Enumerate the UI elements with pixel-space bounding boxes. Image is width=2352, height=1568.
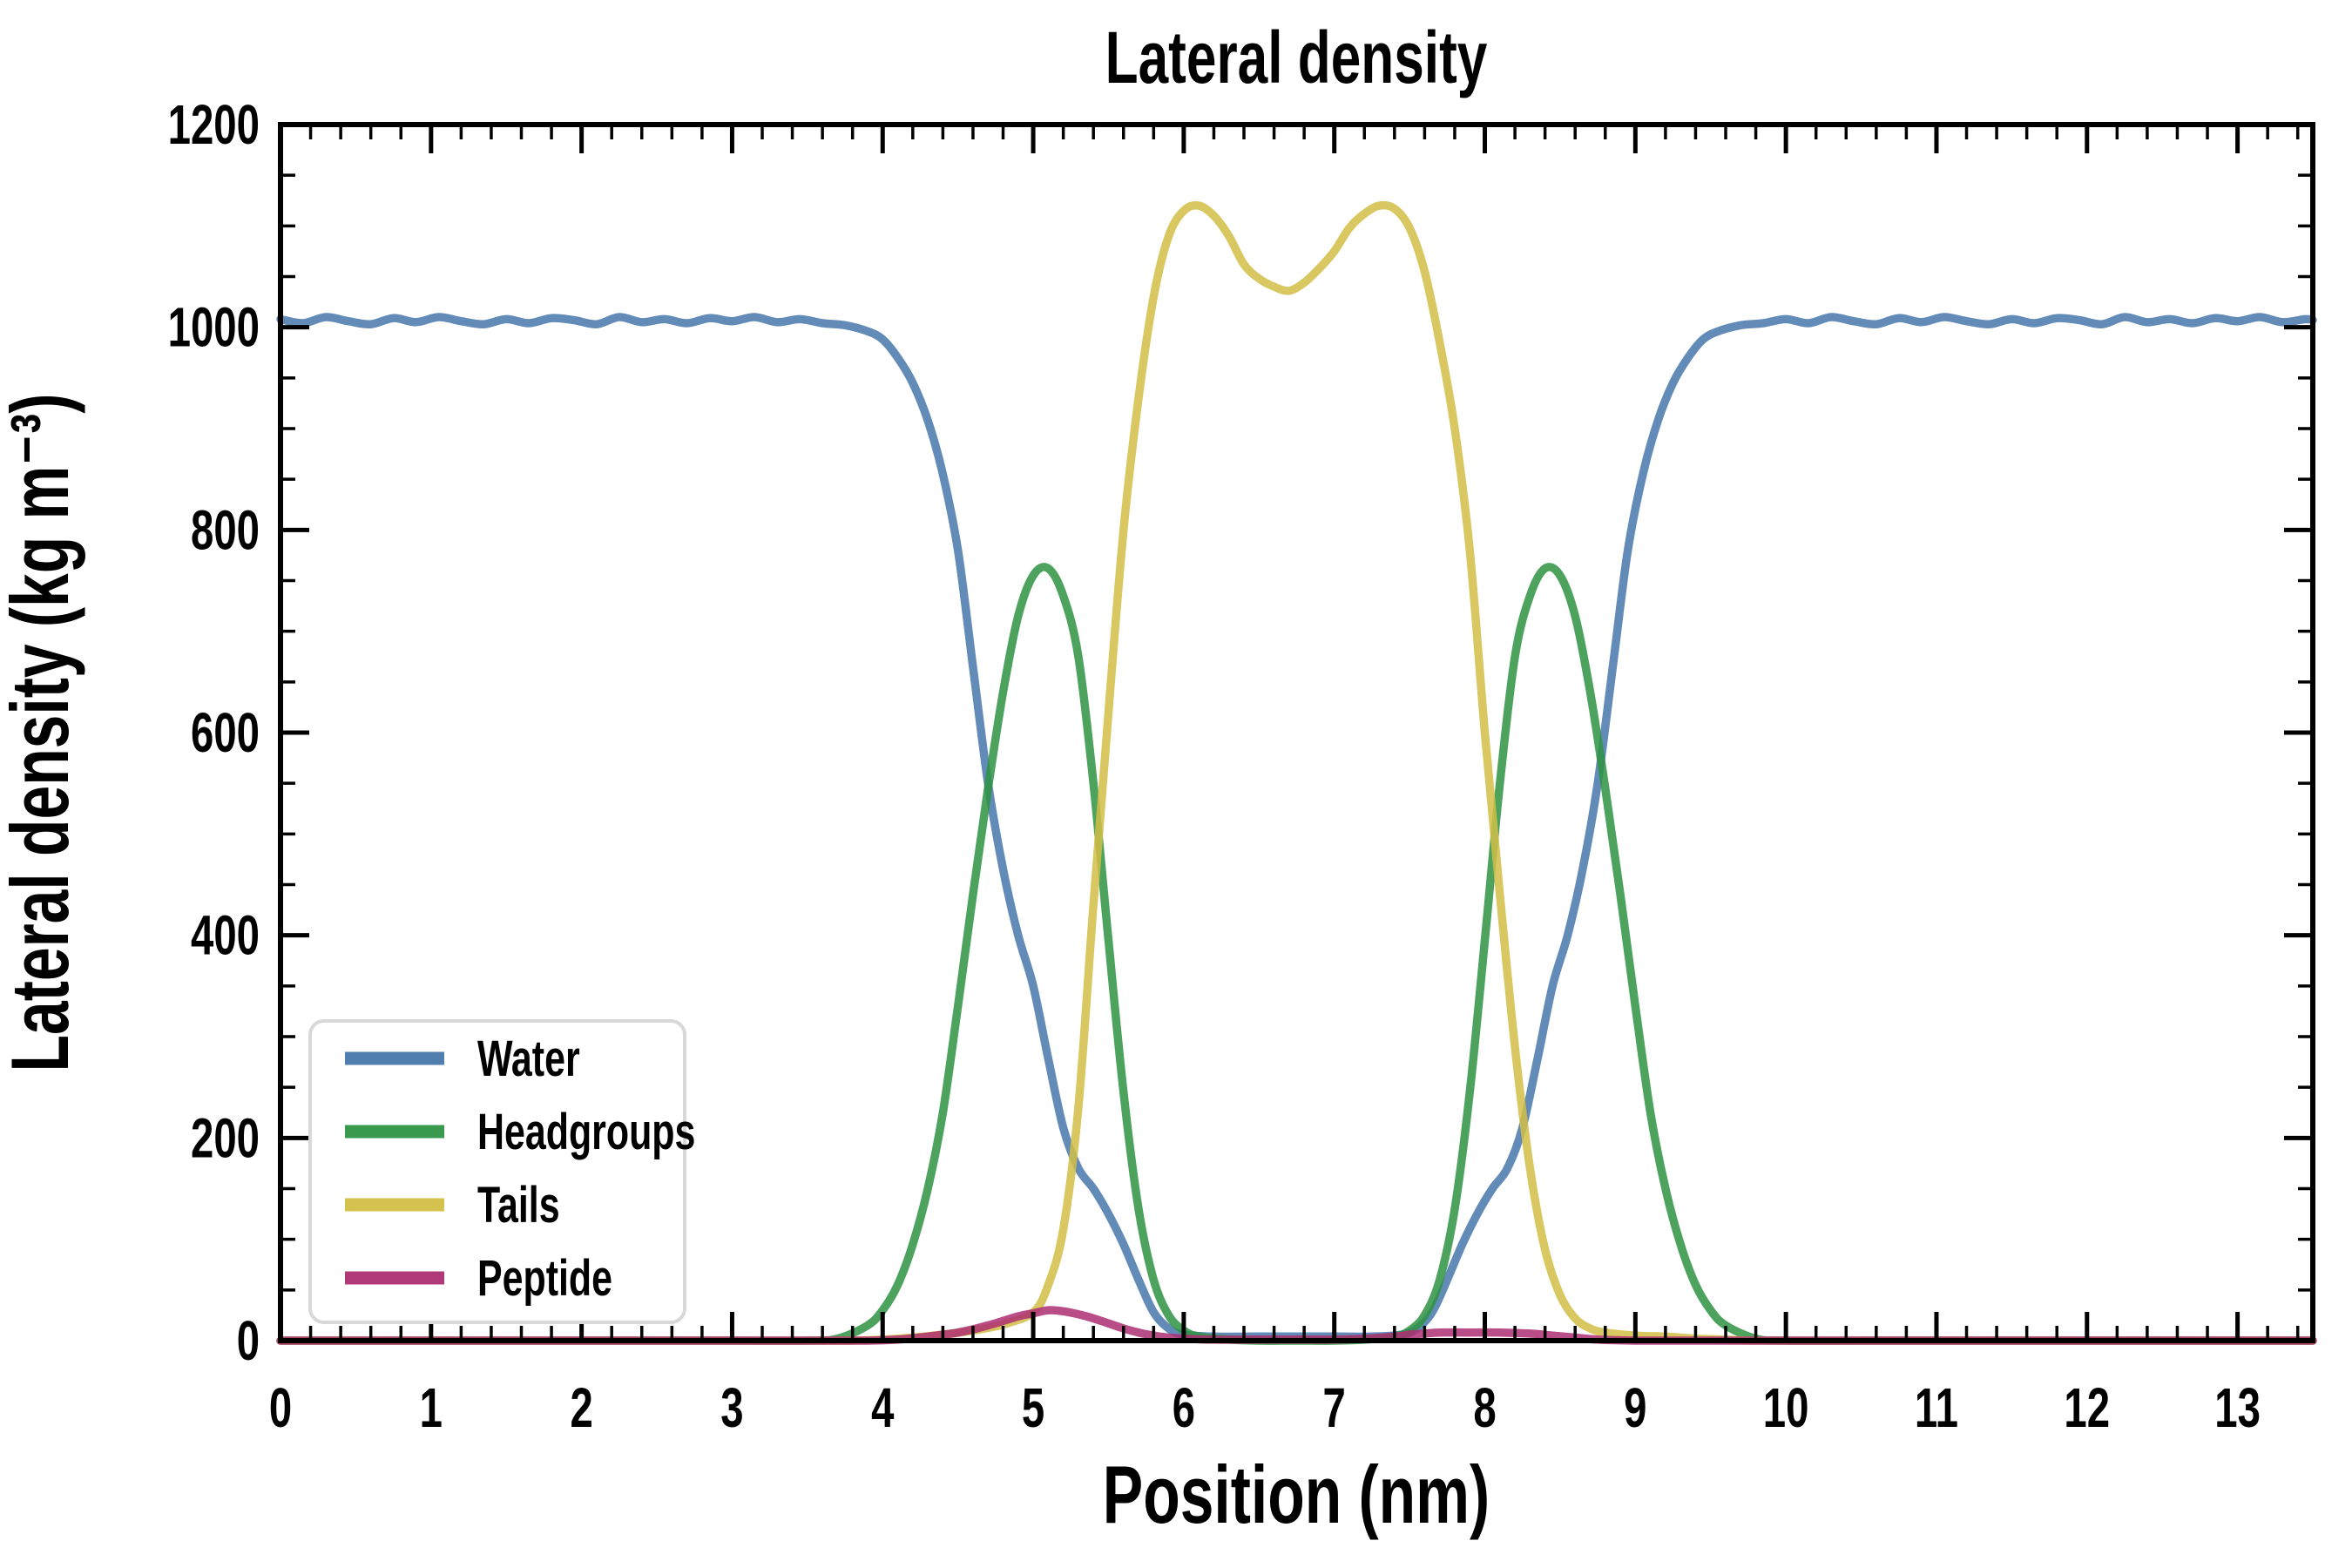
legend-label-peptide: Peptide: [477, 1250, 612, 1307]
legend-label-tails: Tails: [477, 1177, 560, 1233]
y-tick-label: 200: [191, 1106, 260, 1169]
x-tick-label: 13: [2214, 1376, 2261, 1439]
x-tick-label: 4: [871, 1376, 895, 1439]
x-tick-label: 12: [2064, 1376, 2110, 1439]
x-tick-label: 5: [1022, 1376, 1044, 1439]
x-tick-label: 1: [420, 1376, 443, 1439]
x-axis-label: Position (nm): [1103, 1449, 1490, 1540]
x-tick-label: 0: [269, 1376, 292, 1439]
legend-box: [308, 1019, 686, 1324]
chart-title: Lateral density: [1105, 17, 1488, 98]
x-tick-label: 7: [1323, 1376, 1346, 1439]
y-tick-label: 600: [191, 701, 260, 764]
y-tick-label: 1000: [168, 296, 260, 359]
y-axis-label: Lateral density (kg m⁻³): [0, 394, 85, 1072]
y-tick-label: 0: [237, 1309, 260, 1372]
x-tick-label: 11: [1915, 1376, 1958, 1439]
x-tick-label: 8: [1473, 1376, 1496, 1439]
x-tick-label: 3: [720, 1376, 743, 1439]
x-tick-label: 2: [570, 1376, 592, 1439]
x-tick-label: 6: [1173, 1376, 1195, 1439]
legend-label-headgroups: Headgroups: [477, 1104, 695, 1160]
y-tick-label: 400: [191, 904, 260, 967]
legend: Water Headgroups Tails Peptide: [308, 1019, 695, 1324]
legend-label-water: Water: [477, 1031, 580, 1087]
x-tick-label: 9: [1624, 1376, 1646, 1439]
x-tick-label: 10: [1763, 1376, 1809, 1439]
y-tick-label: 800: [191, 498, 260, 561]
y-tick-label: 1200: [168, 93, 260, 156]
